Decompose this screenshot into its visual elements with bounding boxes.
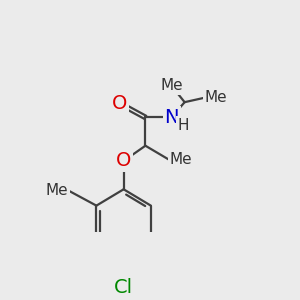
Text: Me: Me xyxy=(204,90,227,105)
Text: Me: Me xyxy=(169,152,192,167)
Text: H: H xyxy=(178,118,189,133)
Text: O: O xyxy=(112,94,127,113)
Text: Me: Me xyxy=(46,183,68,198)
Text: Cl: Cl xyxy=(114,278,133,297)
Text: O: O xyxy=(116,152,131,170)
Text: N: N xyxy=(164,108,179,127)
Text: Me: Me xyxy=(160,78,183,93)
